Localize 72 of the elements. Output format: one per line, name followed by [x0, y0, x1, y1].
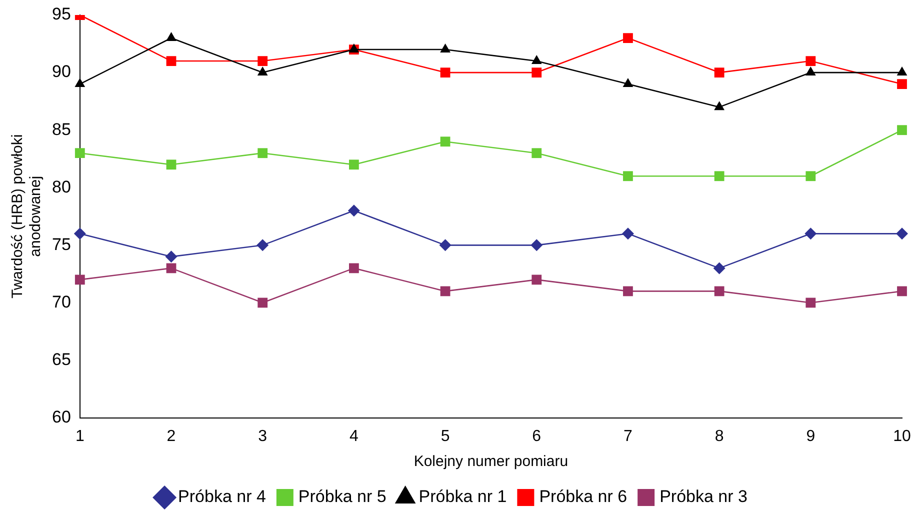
point [623, 286, 633, 296]
point [897, 125, 907, 136]
legend-label: Próbka nr 5 [298, 487, 386, 506]
x-tick-label: 10 [893, 428, 911, 445]
point [622, 228, 634, 240]
point [714, 101, 725, 110]
y-tick-label: 75 [52, 234, 71, 254]
x-axis-title: Kolejny numer pomiaru [414, 453, 568, 470]
point [714, 68, 724, 78]
point [532, 274, 542, 285]
x-tick-label: 1 [75, 428, 84, 445]
point [348, 204, 360, 217]
y-tick-label: 60 [52, 407, 71, 426]
point [805, 66, 816, 76]
point [804, 228, 817, 240]
point [531, 55, 542, 64]
point [897, 79, 907, 89]
point [258, 298, 268, 308]
point [806, 171, 816, 182]
point [806, 56, 816, 66]
point [622, 78, 634, 88]
y-tick-label: 95 [52, 4, 71, 24]
point [74, 78, 86, 88]
y-tick-label: 70 [52, 292, 71, 312]
point [74, 228, 86, 240]
point [713, 262, 726, 274]
x-tick-label: 7 [624, 428, 633, 445]
point [532, 68, 542, 78]
point [166, 263, 176, 274]
x-tick-label: 8 [714, 428, 724, 445]
y-tick-label: 85 [52, 120, 71, 139]
y-tick-label: 90 [52, 62, 71, 82]
point [532, 148, 542, 158]
legend-label: Próbka nr 4 [178, 487, 266, 506]
point [714, 171, 724, 182]
y-tick-label: 80 [52, 177, 71, 196]
point [166, 32, 176, 42]
point [440, 286, 450, 296]
point [74, 274, 85, 285]
x-tick-label: 6 [532, 428, 542, 445]
legend-label: Próbka nr 3 [660, 487, 748, 506]
point [439, 239, 452, 252]
point [166, 56, 176, 66]
x-tick-label: 4 [349, 428, 358, 445]
point [623, 33, 633, 43]
point [256, 239, 269, 252]
x-tick-label: 5 [440, 428, 450, 445]
point [623, 171, 633, 182]
point [258, 56, 268, 66]
point [166, 160, 176, 170]
point [714, 286, 724, 296]
x-tick-label: 3 [258, 428, 268, 445]
point [896, 66, 908, 76]
point [348, 263, 359, 274]
point [806, 298, 816, 308]
point [348, 160, 359, 170]
point [440, 136, 450, 147]
point [440, 44, 450, 53]
point [896, 228, 908, 240]
legend-label: Próbka nr 6 [539, 487, 628, 506]
legend-label: Próbka nr 1 [418, 487, 507, 506]
point [257, 66, 268, 76]
x-tick-label: 9 [806, 428, 816, 445]
point [530, 239, 543, 252]
point [440, 68, 450, 78]
y-tick-label: 65 [52, 350, 71, 369]
point [74, 148, 85, 158]
point [258, 148, 268, 158]
y-axis-title: Twardość (HRB) powłoki anodowanej [9, 134, 44, 299]
point [897, 286, 907, 296]
x-tick-label: 2 [166, 428, 176, 445]
point [165, 250, 178, 263]
